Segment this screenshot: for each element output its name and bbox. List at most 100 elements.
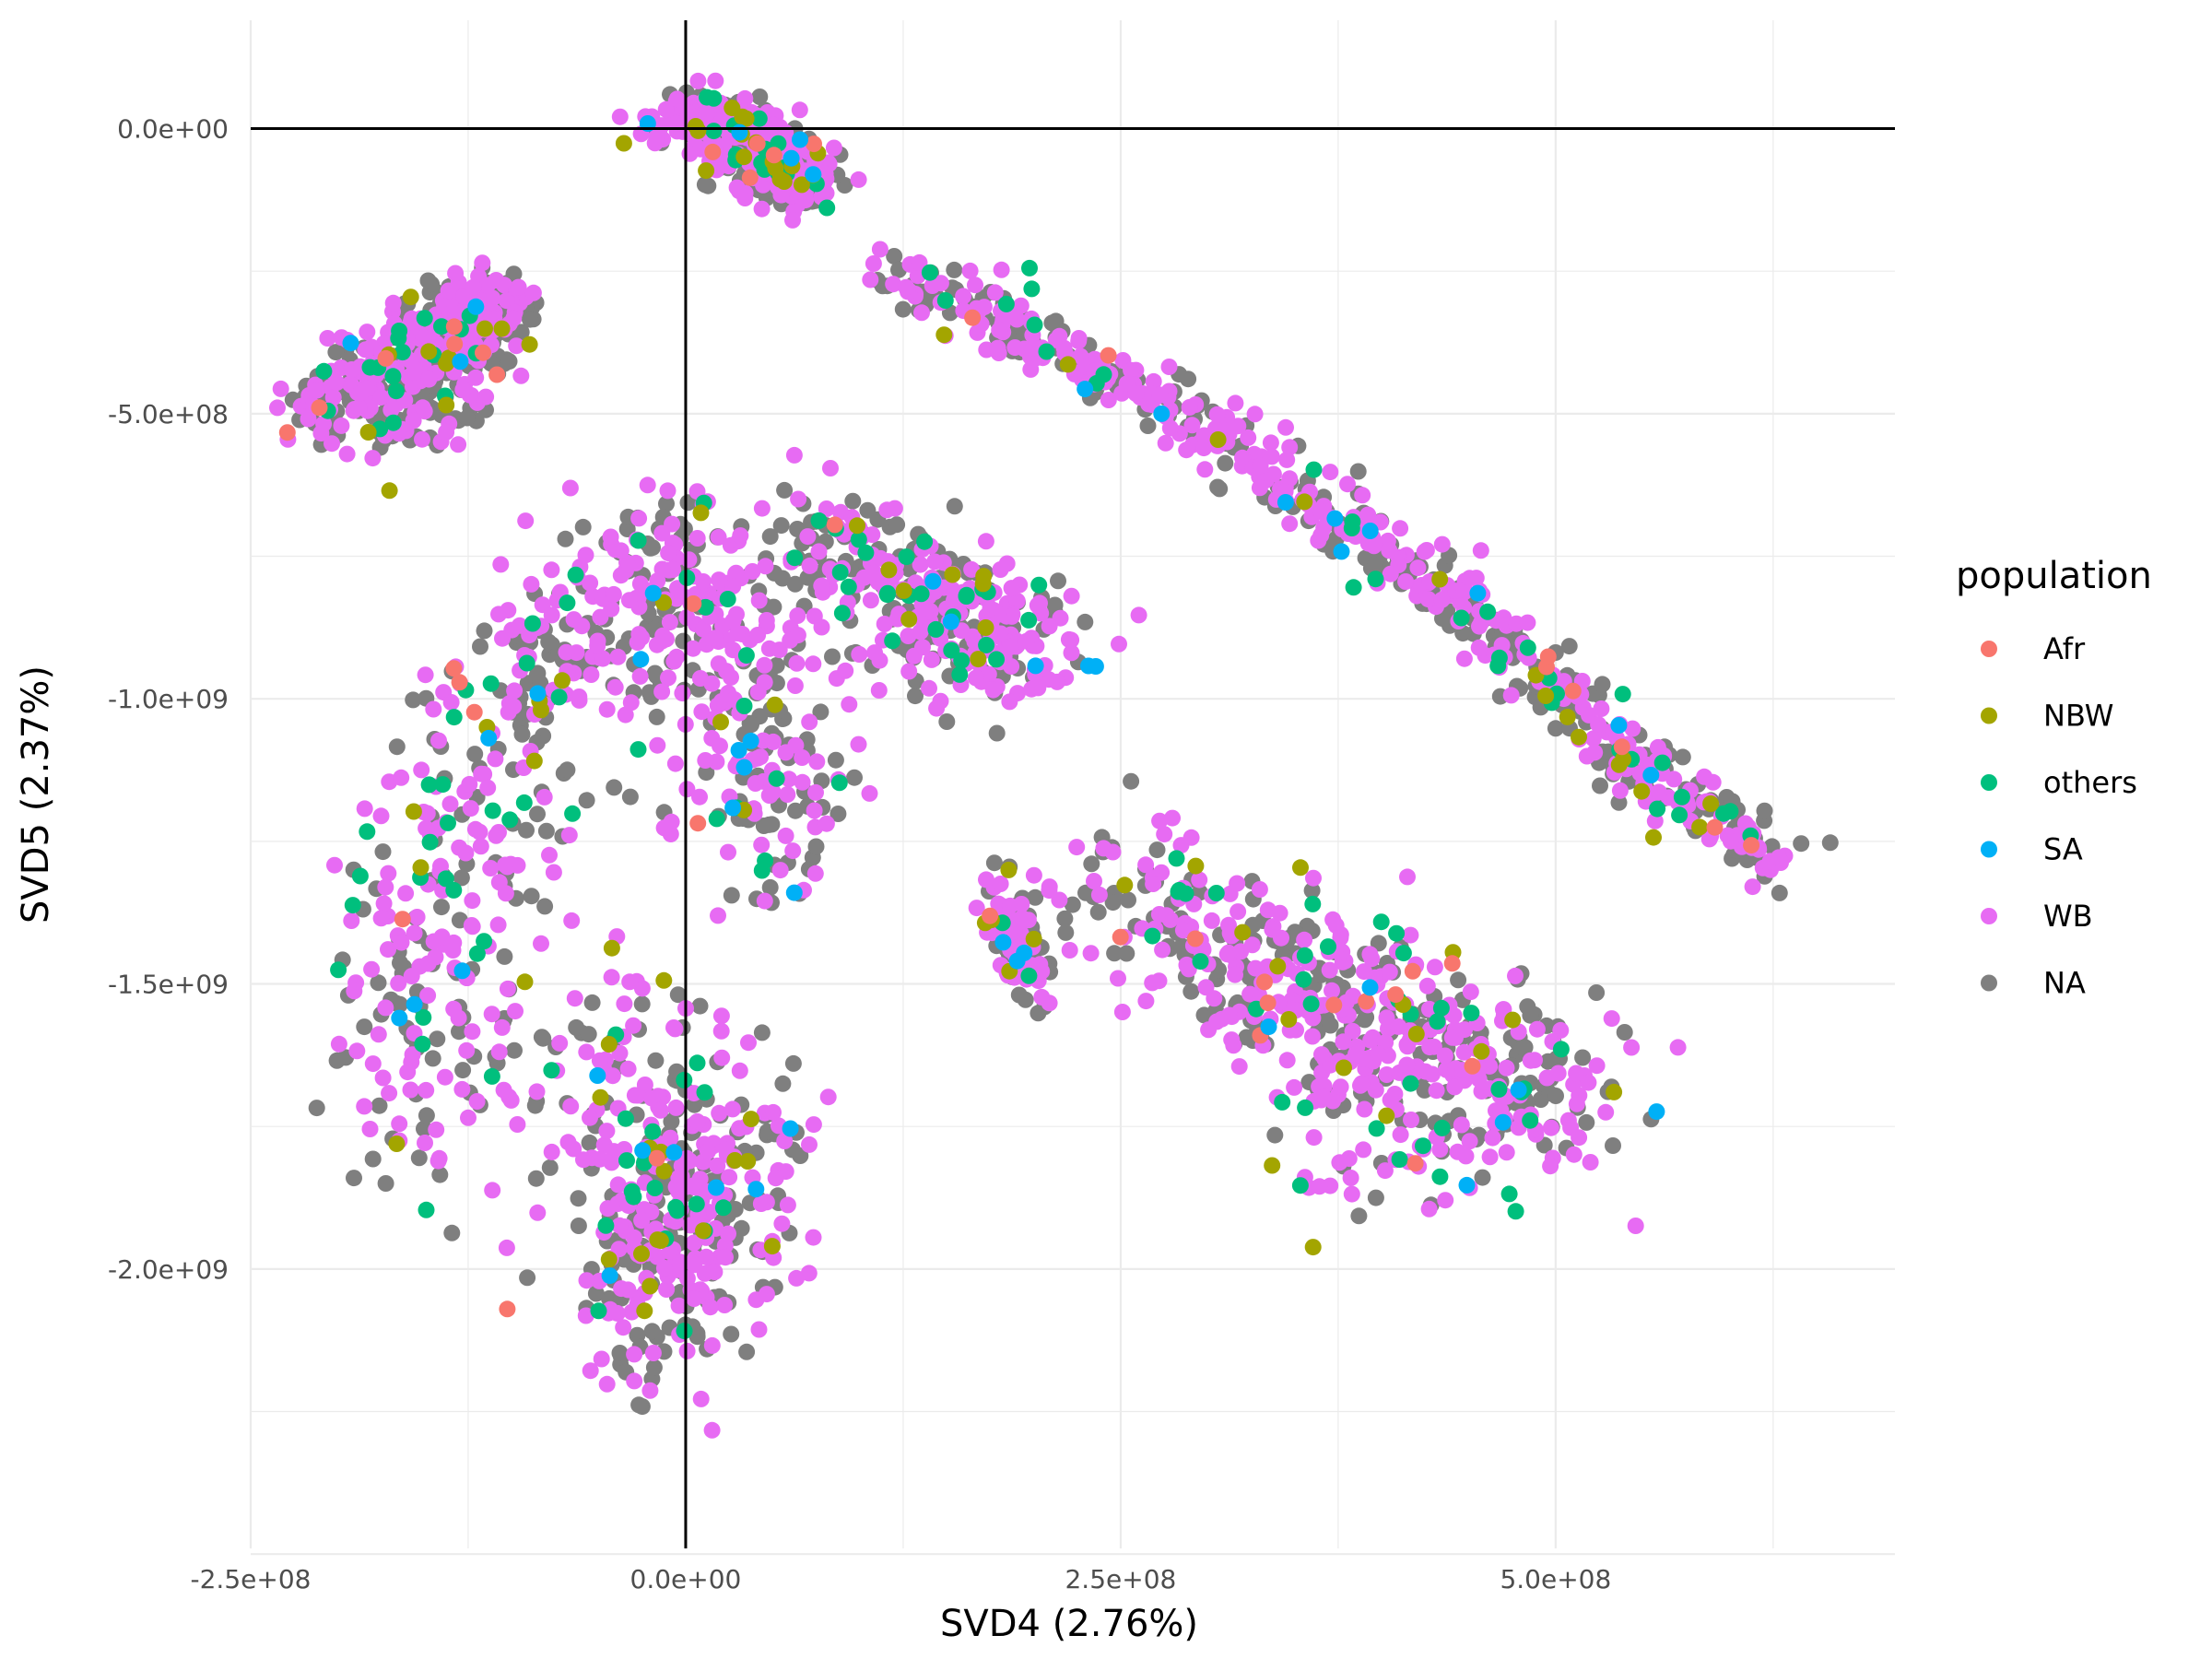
point-Afr: [278, 424, 296, 441]
point-WB: [609, 648, 627, 665]
point-WB: [1241, 985, 1259, 1003]
point-others: [416, 310, 433, 327]
point-NA: [540, 633, 558, 651]
point-WB: [643, 1089, 661, 1107]
point-WB: [433, 928, 451, 946]
point-WB: [693, 703, 711, 721]
point-WB: [1456, 1021, 1473, 1039]
point-WB: [272, 380, 289, 397]
point-others: [484, 802, 501, 819]
point-NA: [669, 986, 687, 1004]
point-WB: [1312, 526, 1330, 544]
point-WB: [760, 640, 778, 657]
point-Afr: [1325, 996, 1343, 1014]
point-WB: [1382, 1091, 1399, 1109]
point-WB: [1436, 1047, 1453, 1065]
point-SA: [601, 1267, 618, 1285]
point-NA: [1578, 1113, 1595, 1131]
point-WB: [1156, 826, 1173, 843]
point-NA: [1056, 910, 1074, 927]
point-WB: [464, 892, 481, 910]
point-NA: [946, 261, 963, 278]
point-others: [415, 1008, 432, 1026]
point-WB: [508, 337, 525, 355]
point-WB: [450, 436, 467, 453]
point-NA: [1522, 1006, 1539, 1024]
point-WB: [1086, 873, 1102, 889]
point-SA: [942, 613, 959, 630]
point-WB: [346, 982, 363, 1000]
point-others: [559, 594, 576, 612]
point-WB: [472, 838, 489, 855]
point-WB: [698, 1248, 715, 1265]
point-WB: [1154, 941, 1171, 959]
point-WB: [864, 526, 881, 544]
point-WB: [528, 1083, 546, 1100]
point-others: [735, 698, 753, 714]
point-WB: [535, 788, 553, 806]
point-SA: [708, 1179, 724, 1196]
point-WB: [529, 1204, 547, 1221]
point-others: [1296, 947, 1313, 964]
point-others: [418, 1201, 435, 1218]
point-WB: [1203, 912, 1220, 929]
point-others: [1402, 1075, 1419, 1092]
legend-label-Afr: Afr: [2043, 631, 2086, 666]
point-WB: [603, 969, 620, 986]
point-NA: [537, 822, 555, 840]
point-WB: [813, 577, 830, 594]
point-WB: [736, 184, 754, 202]
point-WB: [921, 679, 937, 697]
point-WB: [1111, 635, 1127, 653]
point-others: [1038, 343, 1055, 360]
point-WB: [611, 1217, 629, 1234]
point-WB: [753, 836, 771, 853]
point-Afr: [826, 516, 843, 534]
point-WB: [709, 1157, 726, 1174]
point-NA: [1106, 945, 1124, 962]
point-WB: [617, 706, 634, 724]
point-WB: [594, 650, 612, 667]
point-Afr: [377, 349, 394, 367]
point-WB: [1481, 1148, 1499, 1166]
point-WB: [517, 512, 535, 530]
point-WB: [1420, 1000, 1438, 1018]
point-WB: [1343, 1185, 1360, 1203]
point-WB: [1278, 451, 1296, 468]
point-others: [1522, 1112, 1539, 1129]
point-NA: [377, 1175, 394, 1192]
point-NA: [1057, 924, 1075, 941]
point-WB: [1580, 1074, 1597, 1091]
point-WB: [691, 788, 708, 806]
point-WB: [430, 1149, 448, 1167]
point-others: [830, 774, 848, 792]
point-WB: [1650, 783, 1667, 801]
point-WB: [372, 807, 390, 825]
point-others: [1507, 1203, 1524, 1220]
point-WB: [1455, 650, 1473, 667]
point-WB: [326, 856, 343, 874]
legend-label-NA: NA: [2043, 966, 2086, 1001]
point-NBW: [525, 752, 543, 770]
point-WB: [377, 999, 394, 1017]
point-NBW: [1059, 356, 1077, 373]
point-NA: [827, 751, 844, 769]
point-WB: [784, 842, 802, 860]
point-WB: [484, 1182, 501, 1199]
point-WB: [1568, 1095, 1585, 1112]
point-WB: [1070, 330, 1088, 347]
point-SA: [792, 131, 808, 148]
point-WB: [1552, 1021, 1570, 1039]
point-NBW: [1571, 728, 1587, 746]
point-NA: [894, 300, 912, 318]
point-others: [833, 605, 851, 622]
point-others: [696, 1084, 713, 1101]
point-NA: [888, 516, 906, 534]
point-NBW: [970, 651, 987, 668]
point-WB: [560, 827, 578, 844]
point-WB: [561, 479, 579, 497]
point-WB: [471, 823, 488, 841]
point-Afr: [1387, 986, 1405, 1004]
point-WB: [1025, 866, 1042, 884]
point-WB: [912, 623, 929, 641]
